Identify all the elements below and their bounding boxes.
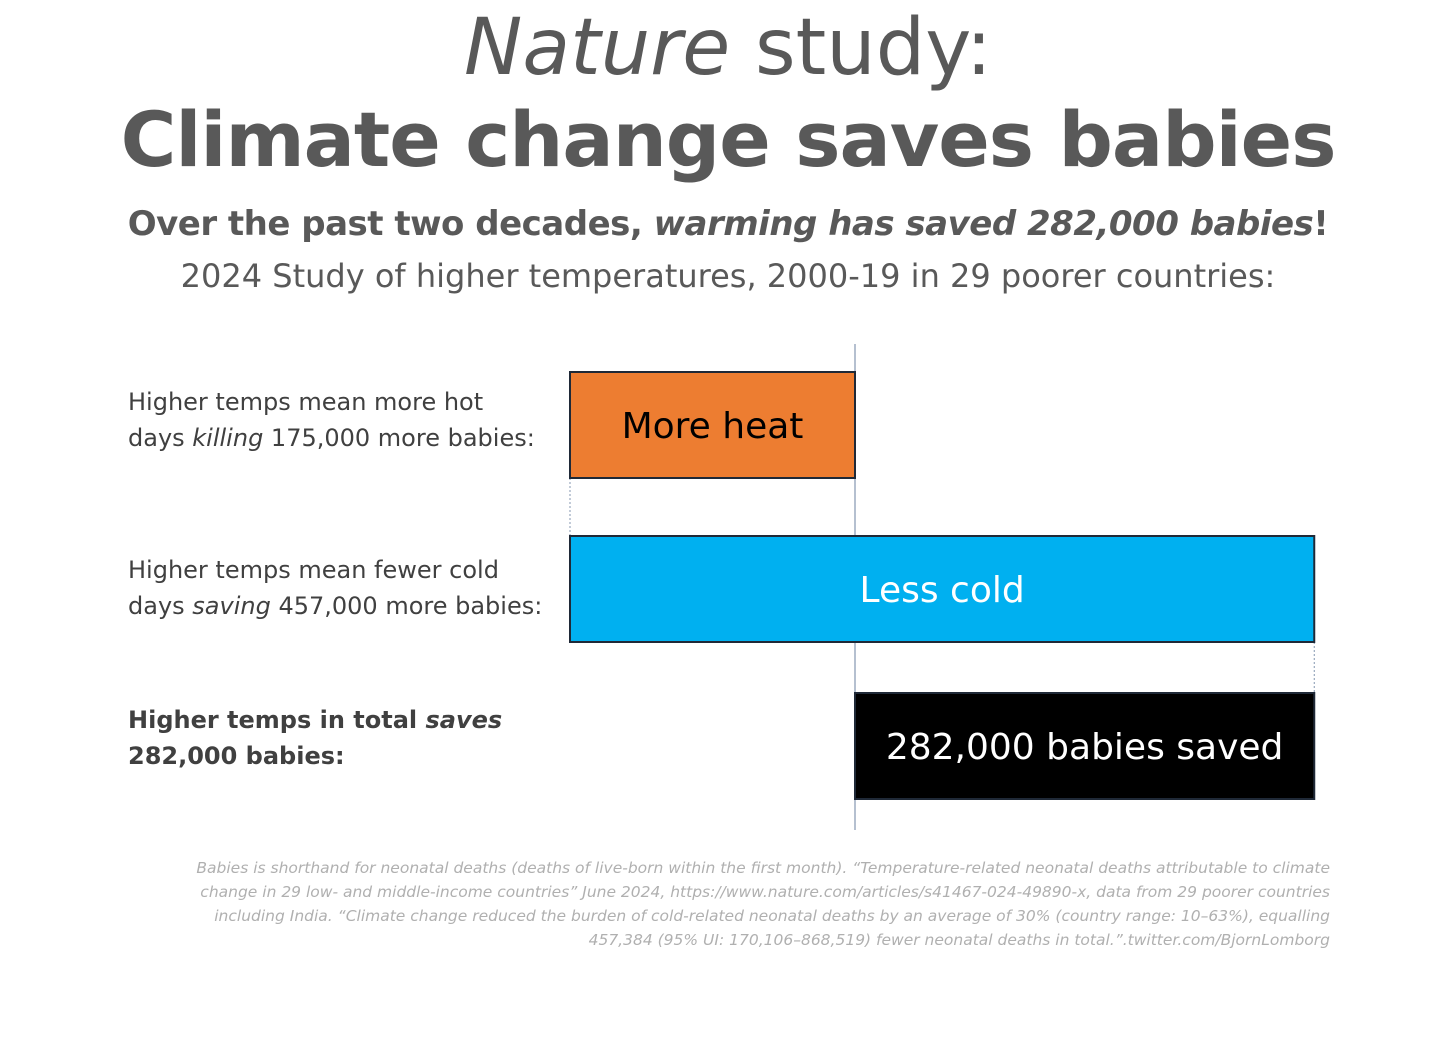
- row-label-cold-post: 457,000 more babies:: [270, 592, 543, 620]
- subtitle-start: Over the past two decades,: [127, 204, 654, 244]
- footnote-line: Babies is shorthand for neonatal deaths …: [196, 859, 1330, 877]
- page-title-main: Climate change saves babies: [120, 95, 1337, 184]
- bar-label-less-cold: Less cold: [860, 570, 1025, 611]
- row-label-heat-italic: killing: [192, 424, 264, 452]
- footnote-line: 457,384 (95% UI: 170,106–868,519) fewer …: [588, 931, 1330, 949]
- row-label-heat-line-2: days killing 175,000 more babies:: [128, 420, 568, 456]
- row-label-heat-post: 175,000 more babies:: [263, 424, 535, 452]
- title-italic: Nature: [464, 3, 731, 93]
- row-label-cold-pre: days: [128, 592, 193, 620]
- title-rest: study:: [730, 3, 992, 93]
- bar-less-cold: [569, 535, 1316, 643]
- row-label-heat-pre: days: [128, 424, 193, 452]
- row-label-cold-line-2: days saving 457,000 more babies:: [128, 588, 568, 624]
- footnote-line: change in 29 low- and middle-income coun…: [200, 883, 1330, 901]
- row-label-total-italic: saves: [425, 706, 503, 734]
- footnote: Babies is shorthand for neonatal deaths …: [120, 856, 1330, 952]
- bar-more-heat: [569, 371, 856, 479]
- study-description: 2024 Study of higher temperatures, 2000-…: [180, 257, 1276, 295]
- row-label-cold-line-1: Higher temps mean fewer cold: [128, 556, 499, 584]
- subtitle: Over the past two decades, warming has s…: [0, 200, 1456, 248]
- footnote-line: including India. “Climate change reduced…: [214, 907, 1330, 925]
- bar-babies-saved: [854, 692, 1316, 800]
- row-label-total: Higher temps in total saves 282,000 babi…: [128, 702, 568, 774]
- subtitle-end: !: [1313, 204, 1329, 244]
- row-label-total-pre: Higher temps in total: [128, 706, 426, 734]
- row-label-total-line-2: 282,000 babies:: [128, 742, 345, 770]
- row-label-cold: Higher temps mean fewer cold days saving…: [128, 552, 568, 624]
- row-label-heat: Higher temps mean more hot days killing …: [128, 384, 568, 456]
- subtitle-italic: warming has saved 282,000 babies: [653, 204, 1314, 244]
- row-label-total-line-1: Higher temps in total saves: [128, 702, 568, 738]
- bar-label-more-heat: More heat: [622, 406, 804, 447]
- row-label-heat-line-1: Higher temps mean more hot: [128, 388, 484, 416]
- bar-label-babies-saved: 282,000 babies saved: [886, 727, 1284, 768]
- page-title-line-1: Nature study:: [0, 0, 1456, 96]
- row-label-cold-italic: saving: [192, 592, 271, 620]
